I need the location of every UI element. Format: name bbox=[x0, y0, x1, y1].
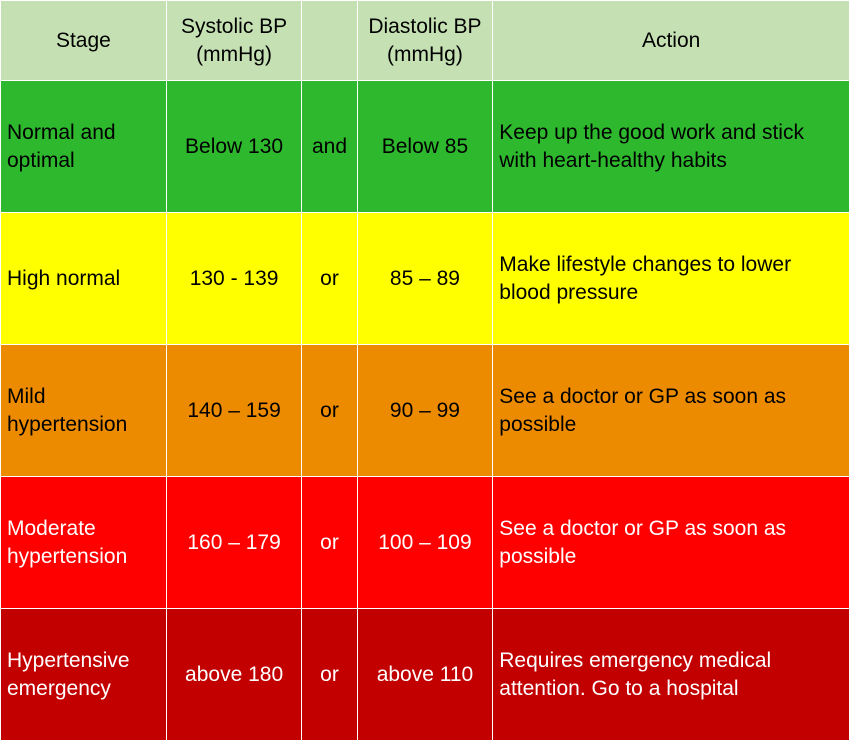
cell-stage: High normal bbox=[1, 213, 167, 345]
cell-action: Keep up the good work and stick with hea… bbox=[493, 81, 850, 213]
col-header-conj bbox=[302, 1, 357, 81]
cell-action: See a doctor or GP as soon as possible bbox=[493, 345, 850, 477]
cell-systolic: 160 – 179 bbox=[166, 477, 302, 609]
cell-diastolic: 90 – 99 bbox=[357, 345, 493, 477]
cell-systolic: Below 130 bbox=[166, 81, 302, 213]
cell-diastolic: Below 85 bbox=[357, 81, 493, 213]
col-header-systolic: Systolic BP (mmHg) bbox=[166, 1, 302, 81]
cell-systolic: 140 – 159 bbox=[166, 345, 302, 477]
cell-diastolic: 85 – 89 bbox=[357, 213, 493, 345]
cell-stage: Hypertensive emergency bbox=[1, 609, 167, 741]
cell-conjunction: or bbox=[302, 345, 357, 477]
cell-action: See a doctor or GP as soon as possible bbox=[493, 477, 850, 609]
cell-conjunction: or bbox=[302, 213, 357, 345]
cell-diastolic: 100 – 109 bbox=[357, 477, 493, 609]
cell-stage: Normal and optimal bbox=[1, 81, 167, 213]
cell-conjunction: or bbox=[302, 609, 357, 741]
table-row: Mild hypertension140 – 159or90 – 99See a… bbox=[1, 345, 850, 477]
cell-systolic: 130 - 139 bbox=[166, 213, 302, 345]
col-header-stage: Stage bbox=[1, 1, 167, 81]
col-header-diastolic: Diastolic BP (mmHg) bbox=[357, 1, 493, 81]
col-header-action: Action bbox=[493, 1, 850, 81]
table-row: High normal130 - 139or85 – 89Make lifest… bbox=[1, 213, 850, 345]
cell-action: Make lifestyle changes to lower blood pr… bbox=[493, 213, 850, 345]
cell-systolic: above 180 bbox=[166, 609, 302, 741]
cell-conjunction: and bbox=[302, 81, 357, 213]
cell-stage: Mild hypertension bbox=[1, 345, 167, 477]
table-row: Normal and optimalBelow 130andBelow 85Ke… bbox=[1, 81, 850, 213]
cell-conjunction: or bbox=[302, 477, 357, 609]
cell-action: Requires emergency medical attention. Go… bbox=[493, 609, 850, 741]
table-row: Hypertensive emergencyabove 180orabove 1… bbox=[1, 609, 850, 741]
table-header-row: Stage Systolic BP (mmHg) Diastolic BP (m… bbox=[1, 1, 850, 81]
cell-stage: Moderate hypertension bbox=[1, 477, 167, 609]
table-body: Normal and optimalBelow 130andBelow 85Ke… bbox=[1, 81, 850, 741]
table-row: Moderate hypertension160 – 179or100 – 10… bbox=[1, 477, 850, 609]
cell-diastolic: above 110 bbox=[357, 609, 493, 741]
bp-stages-table: Stage Systolic BP (mmHg) Diastolic BP (m… bbox=[0, 0, 850, 741]
